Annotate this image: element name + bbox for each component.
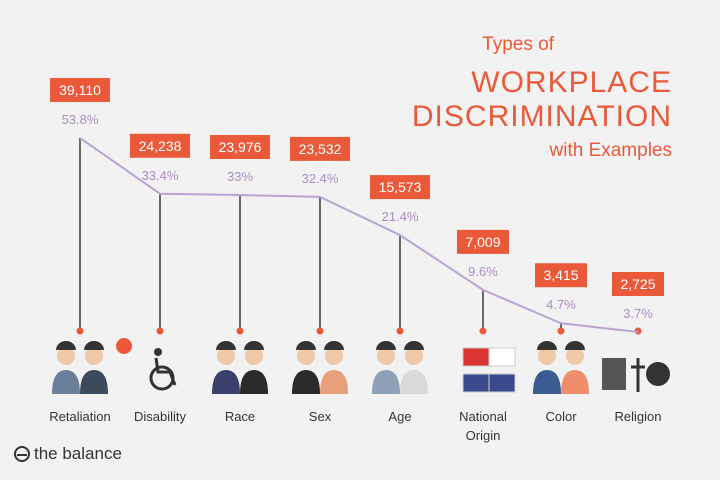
category-icon-retaliation (52, 338, 132, 394)
base-dot (156, 327, 164, 335)
percent-label: 32.4% (302, 171, 339, 186)
person-icon-head (377, 347, 395, 365)
person-icon-hair (244, 341, 264, 350)
person-icon-body (240, 370, 268, 394)
percent-label: 3.7% (623, 306, 653, 321)
person-icon-hair (84, 341, 104, 350)
series-line (79, 137, 639, 333)
person-icon-hair (565, 341, 585, 350)
value-label: 23,532 (299, 141, 342, 157)
category-label: Retaliation (49, 409, 110, 424)
person-icon-head (297, 347, 315, 365)
title-line-3: DISCRIMINATION (411, 100, 672, 133)
percent-label: 33.4% (142, 168, 179, 183)
person-icon-body (80, 370, 108, 394)
percent-label: 4.7% (546, 297, 576, 312)
person-icon-head (217, 347, 235, 365)
category-label: Religion (615, 409, 662, 424)
person-icon-head (405, 347, 423, 365)
category-icon-religion (602, 358, 670, 392)
value-label-box (130, 133, 190, 158)
person-icon-hair (376, 341, 396, 350)
flag-icon (488, 347, 516, 367)
base-dot (316, 327, 324, 335)
wheelchair-icon-wheel (149, 365, 175, 391)
category-icon-age (372, 341, 428, 394)
cross-icon (631, 358, 645, 392)
logo-text: the balance (34, 444, 122, 463)
value-label: 7,009 (465, 234, 500, 250)
person-icon-head (325, 347, 343, 365)
value-label: 15,573 (379, 179, 422, 195)
category-label: Race (225, 409, 255, 424)
person-icon-head (538, 347, 556, 365)
value-label: 24,238 (139, 138, 182, 154)
value-label-box (290, 136, 350, 161)
value-label-box (210, 135, 270, 160)
person-icon-head (85, 347, 103, 365)
base-dot (557, 327, 565, 335)
person-icon-hair (537, 341, 557, 350)
person-icon-body (52, 370, 80, 394)
value-label-box (370, 175, 430, 200)
person-icon-hair (324, 341, 344, 350)
book-icon (602, 358, 626, 390)
person-icon-body (400, 370, 428, 394)
speech-bubble-icon (116, 338, 132, 354)
category-icon-sex (292, 341, 348, 394)
person-icon-body (292, 370, 320, 394)
percent-label: 21.4% (382, 209, 419, 224)
category-label: National (459, 409, 507, 424)
base-dot (396, 327, 404, 335)
flag-icon (462, 373, 490, 393)
wheelchair-icon-body (154, 357, 177, 386)
person-icon-head (566, 347, 584, 365)
person-icon-body (372, 370, 400, 394)
percent-label: 33% (227, 169, 253, 184)
person-icon-body (320, 370, 348, 394)
wheelchair-icon-head (154, 348, 162, 356)
person-icon-hair (216, 341, 236, 350)
person-icon-body (561, 370, 589, 394)
title-line-2: WORKPLACE (471, 66, 672, 99)
value-label: 23,976 (219, 139, 262, 155)
percent-label: 9.6% (468, 264, 498, 279)
value-label-box (535, 263, 587, 288)
category-label: Color (545, 409, 577, 424)
title-line-1: Types of (482, 34, 554, 55)
category-label: Disability (134, 409, 187, 424)
logo-icon (14, 446, 30, 462)
category-label: Sex (309, 409, 332, 424)
percent-label: 53.8% (62, 112, 99, 127)
category-label: Age (388, 409, 411, 424)
value-label-box (612, 272, 664, 296)
title-line-4: with Examples (549, 140, 673, 161)
person-icon-head (57, 347, 75, 365)
category-icon-national-origin (462, 347, 516, 393)
value-label-box (50, 78, 110, 102)
flag-icon (462, 347, 490, 367)
logo: the balance (14, 444, 122, 464)
category-label: Origin (466, 428, 501, 443)
value-label: 2,725 (620, 276, 655, 292)
person-icon-head (245, 347, 263, 365)
flag-icon (488, 373, 516, 393)
yin-yang-icon (646, 362, 670, 386)
category-icon-disability (149, 348, 177, 391)
category-icon-color (533, 341, 589, 394)
value-label-box (457, 229, 509, 254)
person-icon-hair (56, 341, 76, 350)
base-dot (76, 327, 84, 335)
value-label: 3,415 (543, 267, 578, 283)
base-dot (479, 327, 487, 335)
person-icon-hair (296, 341, 316, 350)
base-dot (236, 327, 244, 335)
person-icon-body (212, 370, 240, 394)
person-icon-body (533, 370, 561, 394)
value-label: 39,110 (59, 82, 101, 98)
category-icon-race (212, 341, 268, 394)
person-icon-hair (404, 341, 424, 350)
